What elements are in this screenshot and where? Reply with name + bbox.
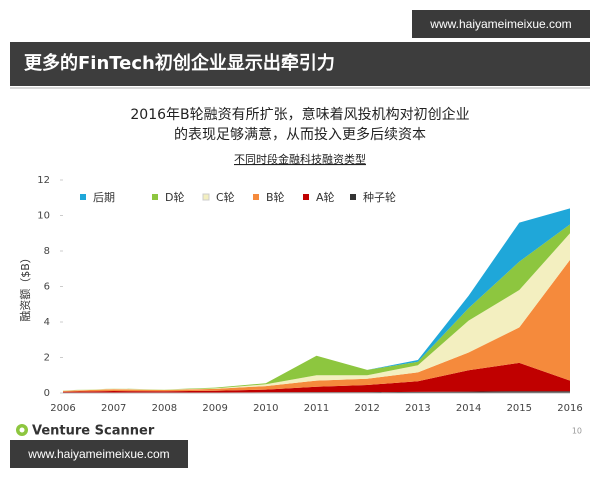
subtitle: 的表现足够满意，从而投入更多后续资本: [174, 127, 426, 143]
x-tick-label: 2015: [507, 403, 532, 414]
x-tick-label: 2010: [253, 403, 278, 414]
x-tick-label: 2011: [304, 403, 329, 414]
area: [63, 208, 570, 391]
x-tick-label: 2008: [152, 403, 177, 414]
watermark: www.haiyameimeixue.com: [10, 440, 188, 468]
legend-label: C轮: [216, 190, 235, 204]
x-tick-label: 2016: [557, 403, 582, 414]
divider: [10, 87, 590, 89]
slide-title: 更多的FinTech初创企业显示出牵引力: [10, 42, 590, 86]
legend-label: B轮: [266, 190, 285, 204]
y-tick-label: 10: [37, 211, 50, 222]
legend-label: 种子轮: [363, 190, 396, 204]
brand-logo: [19, 427, 25, 433]
legend-label: D轮: [165, 190, 184, 204]
page-number: 10: [572, 427, 582, 436]
x-tick-label: 2013: [405, 403, 430, 414]
y-tick-label: 0: [44, 388, 50, 399]
legend-label: 后期: [93, 191, 115, 204]
legend-swatch: [152, 194, 158, 200]
x-tick-label: 2006: [50, 403, 75, 414]
x-tick-label: 2009: [202, 403, 227, 414]
subtitle: 2016年B轮融资有所扩张，意味着风投机构对初创企业: [130, 107, 470, 123]
legend-swatch: [303, 194, 309, 200]
y-axis-label: 融资额（$B）: [19, 252, 32, 322]
brand-name: Venture Scanner: [32, 424, 155, 439]
legend-label: A轮: [316, 190, 335, 204]
x-tick-label: 2007: [101, 403, 126, 414]
y-tick-label: 8: [44, 246, 50, 257]
y-tick-label: 12: [37, 175, 50, 186]
area: [63, 224, 570, 391]
y-tick-label: 2: [44, 353, 50, 364]
brand: Venture Scanner: [16, 424, 155, 439]
legend-swatch: [80, 194, 86, 200]
watermark: www.haiyameimeixue.com: [412, 10, 590, 38]
area: [63, 362, 570, 393]
legend-swatch: [350, 194, 356, 200]
y-tick-label: 6: [44, 282, 50, 293]
y-tick-label: 4: [44, 317, 50, 328]
area: [63, 233, 570, 391]
legend-swatch: [202, 193, 210, 201]
x-tick-label: 2012: [354, 403, 379, 414]
chart-title: 不同时段金融科技融资类型: [234, 152, 366, 166]
legend-swatch: [253, 194, 259, 200]
x-tick-label: 2014: [456, 403, 481, 414]
